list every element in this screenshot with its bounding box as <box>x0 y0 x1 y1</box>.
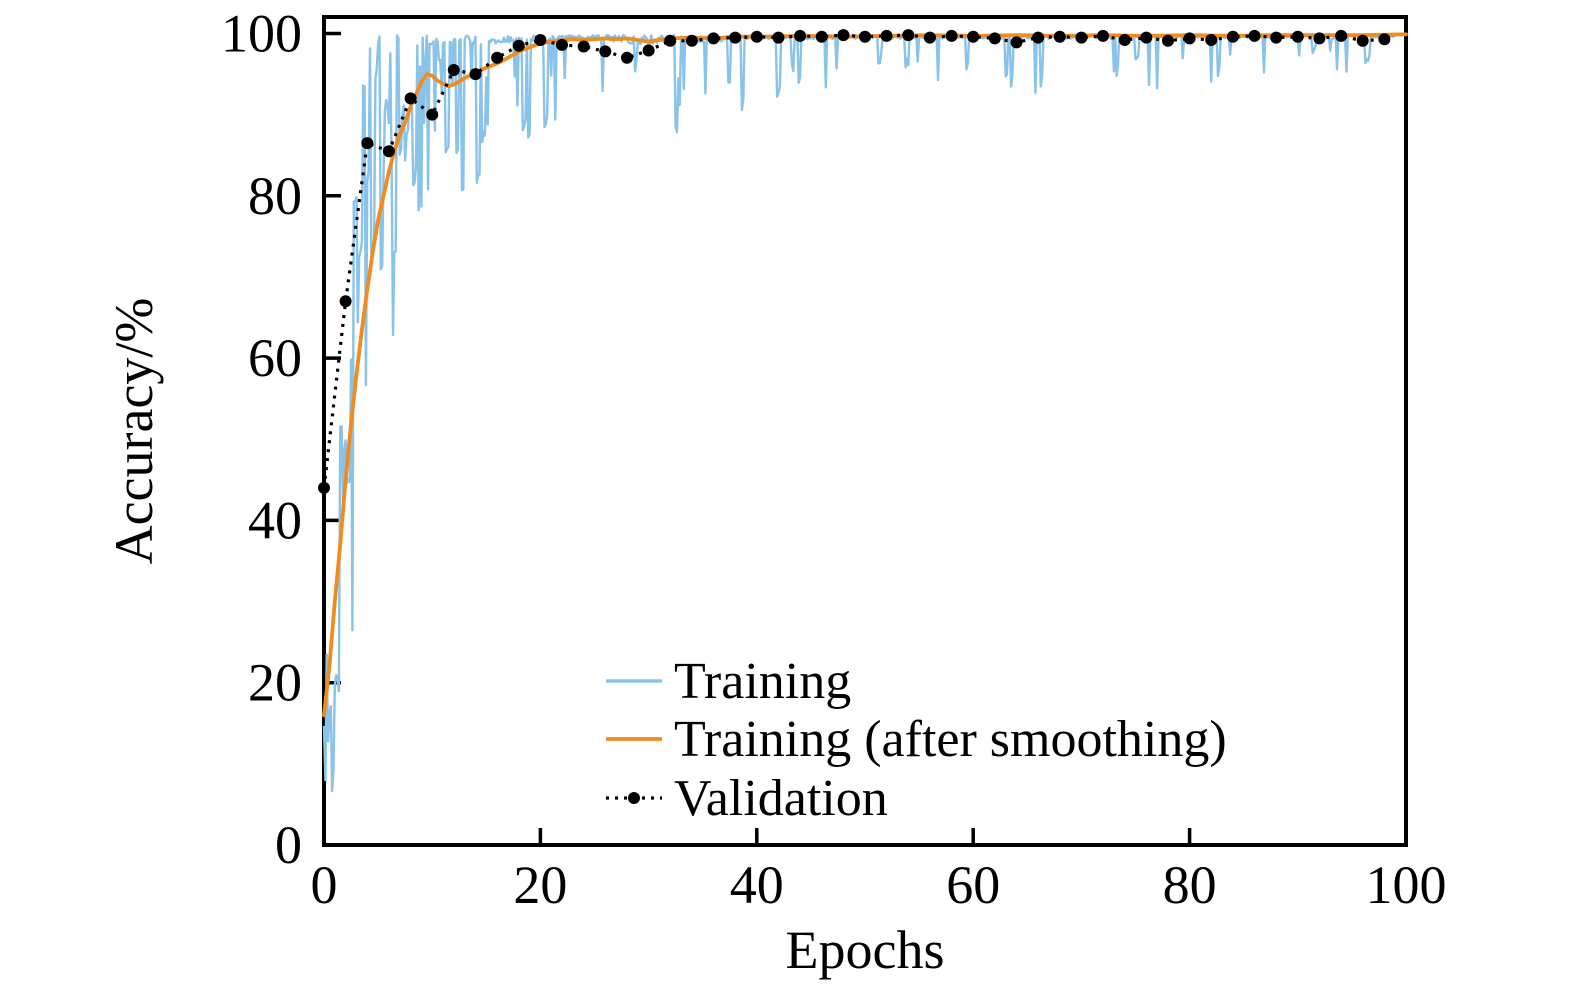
legend: Training Training (after smoothing) Vali… <box>606 653 1227 827</box>
validation-marker <box>685 34 698 47</box>
validation-marker <box>1075 31 1088 44</box>
legend-label-validation: Validation <box>674 770 888 827</box>
validation-marker <box>1378 33 1391 46</box>
x-tick-label-100: 100 <box>1366 855 1447 915</box>
legend-item-training-smoothed: Training (after smoothing) <box>606 711 1227 768</box>
validation-marker <box>945 29 958 42</box>
validation-marker <box>577 40 590 53</box>
validation-marker <box>664 34 677 47</box>
validation-marker <box>967 30 980 43</box>
validation-marker <box>1053 30 1066 43</box>
validation-line <box>322 33 1385 489</box>
validation-marker <box>339 295 352 308</box>
validation-marker <box>1226 30 1239 43</box>
x-tick-label-20: 20 <box>513 855 567 915</box>
validation-marker <box>1335 29 1348 42</box>
x-tick-label-0: 0 <box>311 855 338 915</box>
validation-marker-sample <box>628 792 640 804</box>
validation-marker <box>491 51 504 64</box>
validation-marker <box>880 29 893 42</box>
plot-border <box>322 15 1408 847</box>
validation-marker <box>923 31 936 44</box>
validation-marker <box>750 30 763 43</box>
validation-marker <box>1162 34 1174 47</box>
validation-marker <box>382 145 395 158</box>
x-tick-label-80: 80 <box>1163 855 1217 915</box>
validation-marker <box>318 481 330 494</box>
legend-item-validation: Validation <box>606 770 888 827</box>
validation-marker <box>1032 31 1045 44</box>
y-tick-labels: 0 20 40 60 80 100 <box>221 4 302 876</box>
validation-marker <box>404 92 417 105</box>
validation-marker <box>512 39 525 52</box>
y-tick-label-0: 0 <box>275 815 302 875</box>
validation-marker <box>1313 32 1326 45</box>
y-tick-label-80: 80 <box>248 166 302 226</box>
y-tick-label-40: 40 <box>248 490 302 550</box>
y-tick-label-60: 60 <box>248 328 302 388</box>
validation-marker <box>1183 32 1196 45</box>
validation-marker <box>469 68 482 81</box>
validation-marker <box>837 29 850 42</box>
validation-marker <box>534 34 547 46</box>
validation-marker <box>815 30 828 43</box>
validation-marker <box>707 32 720 45</box>
x-tick-labels: 0 20 40 60 80 100 <box>311 855 1447 915</box>
validation-marker <box>1356 34 1369 47</box>
validation-marker <box>859 30 871 43</box>
x-tick-label-60: 60 <box>946 855 1000 915</box>
validation-marker <box>361 137 374 150</box>
validation-marker <box>988 32 1001 45</box>
validation-marker <box>729 31 742 44</box>
validation-marker <box>642 44 655 57</box>
y-tick-label-100: 100 <box>221 4 302 64</box>
validation-marker <box>772 31 785 44</box>
training-smoothed-line <box>322 32 1408 718</box>
validation-marker <box>556 38 568 51</box>
validation-marker <box>426 108 439 121</box>
validation-marker <box>1270 31 1283 44</box>
training-line <box>322 33 1397 793</box>
validation-marker <box>1118 34 1131 46</box>
validation-marker <box>1248 29 1261 42</box>
validation-marker <box>794 29 807 42</box>
legend-label-training-smoothed: Training (after smoothing) <box>674 711 1227 768</box>
x-axis-label: Epochs <box>786 920 945 980</box>
x-axis-ticks <box>322 828 1408 845</box>
validation-marker <box>1097 29 1109 42</box>
validation-marker <box>447 64 460 76</box>
validation-marker <box>1205 34 1218 46</box>
validation-marker <box>599 45 612 58</box>
validation-marker <box>1010 36 1023 49</box>
validation-marker <box>902 29 915 42</box>
legend-item-training: Training <box>606 653 851 710</box>
validation-marker <box>1291 30 1304 43</box>
y-tick-label-20: 20 <box>248 653 302 713</box>
legend-label-training: Training <box>674 653 851 710</box>
validation-marker <box>621 51 633 64</box>
validation-marker <box>1140 31 1153 44</box>
y-axis-label: Accuracy/% <box>104 298 164 565</box>
validation-markers <box>318 29 1391 494</box>
x-tick-label-40: 40 <box>730 855 784 915</box>
